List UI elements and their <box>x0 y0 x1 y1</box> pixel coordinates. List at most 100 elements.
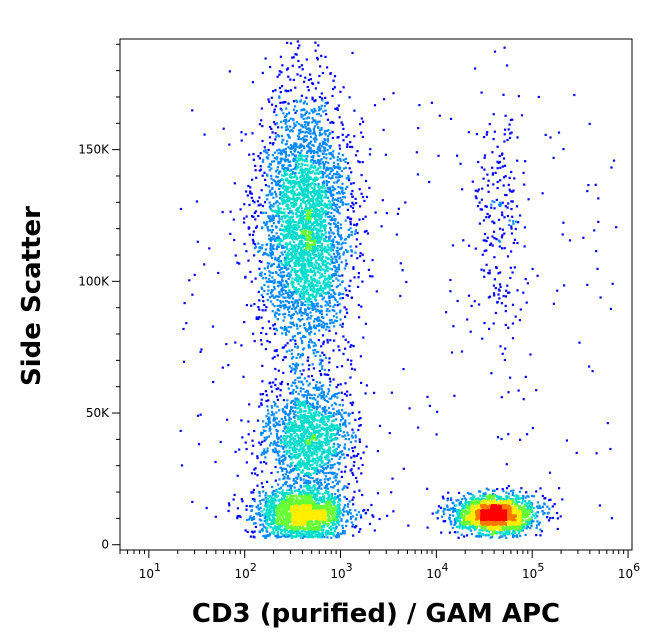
event-dot <box>279 486 283 489</box>
event-dot <box>280 440 283 443</box>
event-dot <box>330 397 333 400</box>
event-dot <box>305 127 308 130</box>
event-dot <box>279 394 282 397</box>
event-dot <box>277 295 280 298</box>
event-dot <box>265 156 268 159</box>
event-dot <box>315 467 318 470</box>
event-dot <box>309 78 312 81</box>
event-dot <box>277 209 280 212</box>
event-dot <box>266 520 269 523</box>
event-dot <box>270 225 274 228</box>
event-dot <box>333 496 337 499</box>
event-dot <box>316 489 319 492</box>
event-dot <box>318 277 321 280</box>
event-dot <box>329 189 332 193</box>
event-dot <box>263 439 266 442</box>
event-dot <box>435 433 438 436</box>
event-dot <box>322 180 325 183</box>
event-dot <box>352 345 355 348</box>
event-dot <box>254 243 257 246</box>
event-dot <box>179 429 182 432</box>
event-dot <box>335 496 338 499</box>
event-dot <box>327 161 330 164</box>
event-dot <box>339 238 342 241</box>
event-dot <box>292 203 295 206</box>
event-dot <box>276 176 279 179</box>
event-dot <box>281 179 285 182</box>
event-dot <box>536 274 539 277</box>
event-dot <box>586 190 589 193</box>
event-dot <box>317 145 320 149</box>
event-dot <box>331 199 334 202</box>
event-dot <box>300 162 303 165</box>
event-dot <box>335 418 338 421</box>
event-dot <box>323 353 326 356</box>
event-dot <box>483 156 486 159</box>
event-dot <box>301 352 304 355</box>
event-dot <box>295 367 298 370</box>
event-dot <box>357 511 360 514</box>
event-dot <box>337 519 340 522</box>
event-dot <box>344 238 348 241</box>
event-dot <box>278 197 282 200</box>
event-dot <box>308 129 311 132</box>
event-dot <box>352 182 355 185</box>
event-dot <box>352 203 355 206</box>
event-dot <box>265 223 268 226</box>
event-dot <box>328 283 331 286</box>
event-dot <box>340 519 343 522</box>
event-dot <box>254 169 257 172</box>
event-dot <box>346 311 349 314</box>
event-dot <box>349 217 352 220</box>
event-dot <box>276 259 279 262</box>
event-dot <box>341 417 344 420</box>
event-dot <box>269 300 273 303</box>
event-dot <box>283 158 286 161</box>
event-dot <box>321 99 324 102</box>
event-dot <box>236 474 239 477</box>
event-dot <box>277 285 280 288</box>
event-dot <box>208 247 211 250</box>
event-dot <box>287 191 290 194</box>
event-dot <box>302 334 305 337</box>
event-dot <box>335 413 338 416</box>
event-dot <box>328 145 331 148</box>
event-dot <box>318 120 321 123</box>
event-dot <box>273 108 276 111</box>
event-dot <box>296 289 299 292</box>
event-dot <box>290 352 293 355</box>
event-dot <box>312 386 315 389</box>
event-dot <box>355 513 358 516</box>
event-dot <box>453 508 456 511</box>
event-dot <box>327 420 330 423</box>
event-dot <box>318 492 321 495</box>
event-dot <box>330 293 333 296</box>
event-dot <box>456 520 459 523</box>
event-dot <box>270 289 273 292</box>
event-dot <box>278 220 281 223</box>
event-dot <box>250 517 253 520</box>
event-dot <box>503 176 506 179</box>
event-dot <box>288 180 291 183</box>
event-dot <box>262 150 266 153</box>
event-dot <box>342 508 345 511</box>
event-dot <box>295 213 298 216</box>
event-dot <box>363 199 366 202</box>
event-dot <box>280 218 284 221</box>
event-dot <box>307 343 311 346</box>
event-dot <box>318 108 322 111</box>
event-dot <box>324 220 327 223</box>
event-dot <box>310 404 313 407</box>
event-dot <box>281 244 284 247</box>
event-dot <box>292 211 295 214</box>
event-dot <box>339 532 343 535</box>
event-dot <box>516 159 519 162</box>
event-dot <box>334 479 337 482</box>
event-dot <box>268 169 271 172</box>
event-dot <box>328 319 331 322</box>
event-dot <box>294 174 297 177</box>
event-dot <box>311 308 314 311</box>
event-dot <box>288 136 291 139</box>
event-dot <box>322 167 325 170</box>
event-dot <box>268 201 271 204</box>
